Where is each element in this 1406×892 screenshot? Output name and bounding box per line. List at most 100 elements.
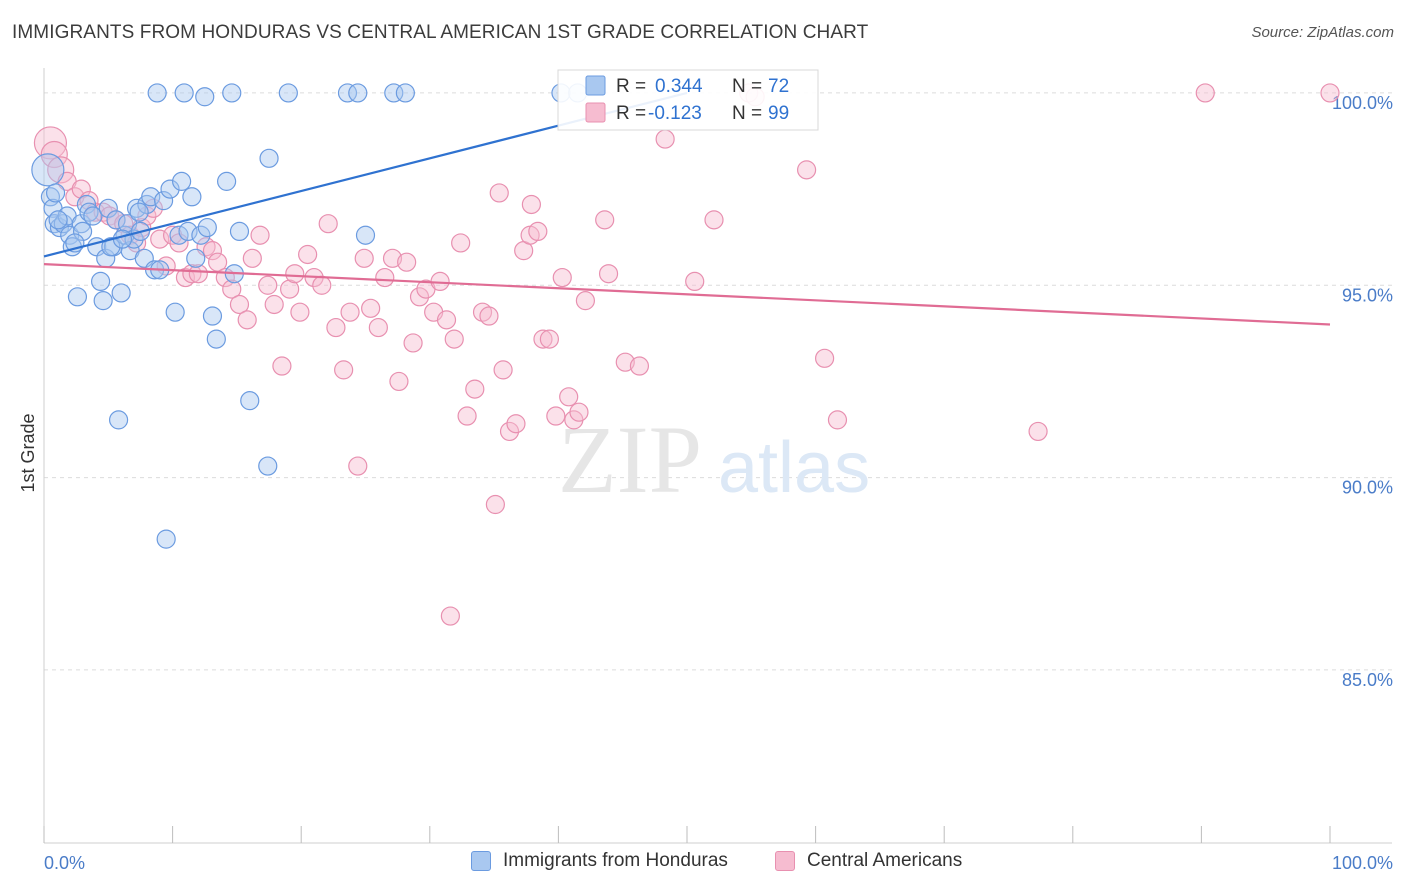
point-central-americans [403, 333, 423, 353]
point-central-americans [796, 160, 817, 180]
point-central-americans [569, 402, 589, 422]
point-central-americans [493, 360, 513, 380]
point-central-americans [264, 294, 284, 315]
point-central-americans [242, 248, 262, 268]
point-central-americans [290, 302, 310, 322]
point-central-americans [237, 310, 257, 330]
point-honduras [202, 306, 223, 326]
point-central-americans [485, 494, 505, 515]
point-central-americans [312, 275, 332, 295]
point-central-americans [258, 275, 278, 295]
point-central-americans [465, 379, 485, 399]
point-honduras [76, 194, 97, 215]
point-central-americans [222, 279, 242, 299]
points-honduras [31, 83, 588, 549]
point-central-americans [457, 406, 477, 426]
point-honduras [111, 283, 131, 303]
point-central-americans [326, 317, 346, 338]
point-honduras [156, 529, 176, 549]
point-central-americans [815, 348, 835, 368]
y-tick-label: 100.0% [1332, 93, 1393, 113]
point-honduras [259, 148, 279, 168]
y-axis-label: 1st Grade [18, 413, 38, 492]
point-honduras [79, 202, 99, 222]
watermark-atlas: atlas [718, 428, 870, 508]
legend-r-value-blue: 0.344 [655, 76, 703, 97]
point-central-americans [334, 360, 354, 380]
point-honduras [258, 456, 278, 476]
legend-box: R = 0.344 N = 72 R = -0.123 N = 99 [557, 69, 819, 131]
point-central-americans [436, 310, 457, 330]
point-central-americans [655, 129, 675, 149]
legend-swatch-blue [585, 75, 606, 96]
point-central-americans [202, 241, 223, 261]
point-central-americans [1320, 83, 1340, 103]
point-central-americans [33, 126, 68, 160]
point-central-americans [489, 183, 509, 203]
point-honduras [206, 329, 226, 349]
point-central-americans [546, 406, 566, 426]
legend-swatch-honduras [471, 851, 491, 871]
legend-n-label-pink: N = [732, 103, 762, 124]
point-honduras [195, 87, 215, 107]
point-honduras [153, 191, 174, 211]
point-central-americans [615, 352, 635, 372]
point-central-americans [552, 267, 572, 288]
point-central-americans [444, 329, 464, 349]
point-honduras [31, 153, 65, 187]
point-central-americans [499, 421, 520, 442]
point-central-americans [451, 233, 471, 253]
point-honduras [174, 83, 194, 103]
point-central-americans [827, 410, 848, 430]
point-honduras [101, 237, 121, 257]
point-central-americans [521, 194, 541, 215]
point-central-americans [368, 317, 388, 338]
point-honduras [49, 217, 70, 238]
point-central-americans [354, 248, 374, 268]
grid-layer [44, 92, 1392, 671]
point-honduras [106, 210, 126, 230]
point-central-americans [528, 221, 548, 242]
point-honduras [172, 171, 192, 191]
point-honduras [355, 225, 376, 245]
trend-line-central-americans [43, 262, 1331, 326]
points-central-americans [33, 83, 1340, 626]
point-honduras [98, 198, 118, 218]
point-central-americans [506, 414, 526, 434]
point-central-americans [1028, 421, 1048, 442]
point-central-americans [163, 225, 183, 245]
point-honduras [48, 210, 68, 230]
point-central-americans [397, 252, 417, 272]
point-honduras [90, 271, 111, 292]
point-honduras [178, 221, 198, 242]
point-central-americans [575, 291, 596, 311]
point-central-americans [559, 387, 579, 407]
point-central-americans [285, 264, 305, 284]
point-central-americans [348, 456, 368, 476]
point-honduras [45, 183, 66, 203]
point-central-americans [382, 248, 403, 268]
point-central-americans [47, 156, 75, 184]
point-central-americans [533, 329, 553, 349]
legend-n-value-pink: 99 [768, 103, 789, 124]
point-honduras [93, 291, 113, 311]
point-honduras [337, 83, 358, 103]
point-honduras [240, 391, 260, 411]
point-honduras [71, 214, 91, 234]
point-honduras [395, 83, 415, 103]
point-honduras [222, 83, 242, 103]
point-honduras [147, 83, 167, 103]
point-honduras [83, 206, 103, 226]
point-central-americans [71, 179, 91, 199]
x-tick-label-min: 0.0% [44, 853, 85, 873]
point-central-americans [595, 210, 615, 230]
point-central-americans [280, 279, 300, 299]
point-honduras [229, 221, 250, 242]
y-tick-label: 90.0% [1342, 478, 1393, 498]
point-honduras [165, 302, 185, 322]
point-central-americans [188, 264, 208, 284]
point-honduras [67, 287, 88, 307]
point-central-americans [704, 210, 724, 230]
point-central-americans [272, 356, 292, 376]
point-central-americans [539, 329, 559, 349]
